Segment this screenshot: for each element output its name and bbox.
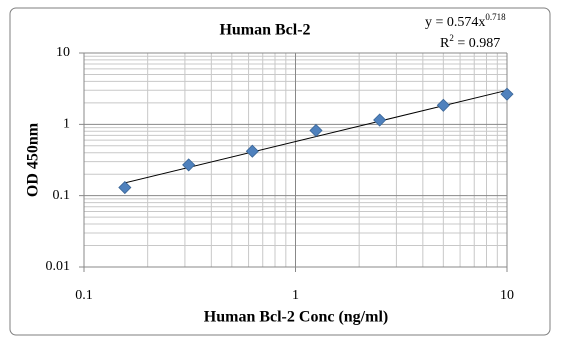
data-point (373, 113, 387, 127)
y-tick-label: 10 (56, 45, 70, 60)
data-point (182, 158, 196, 172)
r-squared-value: = 0.987 (454, 36, 500, 51)
equation-exponent: 0.718 (485, 12, 506, 22)
data-point (500, 87, 514, 101)
x-tick-label: 10 (500, 288, 514, 303)
r-squared-r: R (440, 36, 450, 51)
y-tick-label: 1 (63, 117, 70, 132)
r-squared: R2 = 0.987 (440, 33, 500, 51)
data-point (309, 123, 323, 138)
trendline-equation: y = 0.574x0.718 (425, 12, 506, 30)
r-squared-sup: 2 (449, 33, 454, 43)
chart-frame (9, 7, 551, 336)
y-tick-label: 0.01 (46, 259, 71, 274)
data-point (118, 180, 132, 195)
data-point (245, 144, 259, 158)
x-tick-label: 0.1 (75, 288, 93, 303)
x-tick-label: 1 (292, 288, 299, 303)
y-tick-label: 0.1 (53, 188, 71, 203)
x-axis-label: Human Bcl-2 Conc (ng/ml) (204, 309, 388, 326)
y-axis-label: OD 450nm (25, 122, 42, 197)
data-point (436, 98, 450, 112)
equation-text: y = 0.574x (425, 15, 485, 30)
chart-title: Human Bcl-2 (219, 22, 310, 39)
